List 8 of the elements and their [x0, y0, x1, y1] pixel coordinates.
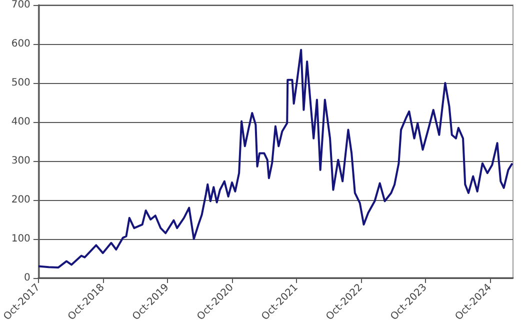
y-tick-label: 0	[24, 272, 30, 284]
y-tick-label: 200	[11, 194, 30, 206]
y-tick-label: 700	[11, 0, 30, 10]
y-tick-label: 600	[11, 38, 30, 50]
y-tick-label: 100	[11, 234, 30, 244]
y-tick-label: 300	[11, 156, 30, 166]
y-tick-label: 500	[11, 78, 30, 88]
y-tick-label: 400	[11, 116, 30, 128]
